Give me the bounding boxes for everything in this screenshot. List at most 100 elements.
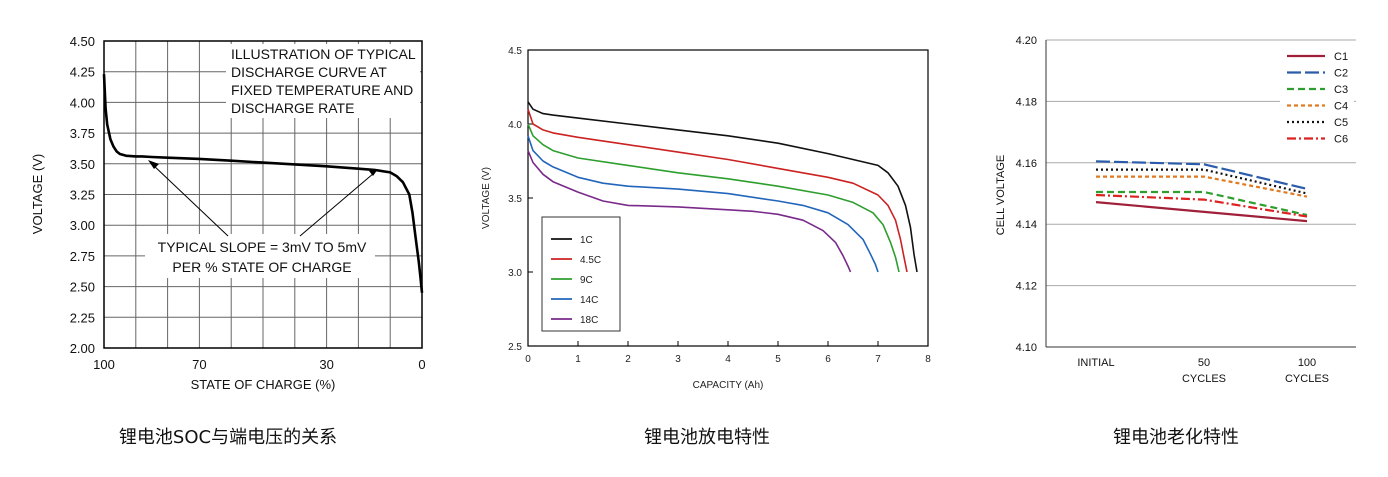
x-axis-label: STATE OF CHARGE (%) bbox=[191, 377, 336, 392]
legend-label: C6 bbox=[1334, 134, 1348, 146]
y-tick-labels: 4.50 4.25 4.00 3.75 3.50 3.25 3.00 2.75 2.50 2.25… bbox=[70, 34, 95, 356]
y-tick-label: 4.0 bbox=[508, 120, 522, 131]
legend-background bbox=[1280, 46, 1354, 152]
series-line bbox=[527, 101, 918, 273]
grid bbox=[1046, 39, 1356, 287]
x-tick-label: 70 bbox=[192, 357, 206, 372]
legend-box bbox=[541, 216, 621, 332]
series-line bbox=[1096, 175, 1308, 198]
y-tick-label: 4.18 bbox=[1016, 96, 1037, 108]
legend-label: 18C bbox=[580, 315, 598, 326]
chart-caption: 锂电池放电特性 bbox=[644, 427, 770, 448]
x-tick-label: 1 bbox=[575, 354, 581, 365]
series-line bbox=[527, 123, 900, 273]
arrow-left-head bbox=[148, 160, 159, 169]
annotation-title-line-4: DISCHARGE RATE bbox=[231, 100, 354, 116]
y-tick-label: 2.25 bbox=[70, 310, 95, 325]
series-line bbox=[527, 108, 908, 273]
legend-label: 1C bbox=[580, 235, 593, 246]
slope-note-background bbox=[145, 234, 375, 278]
y-tick-label: 3.25 bbox=[70, 188, 95, 203]
chart-caption: 锂电池老化特性 bbox=[1113, 427, 1239, 448]
y-tick-label: 4.12 bbox=[1016, 281, 1037, 293]
arrow-right-line bbox=[299, 172, 375, 237]
discharge-curve bbox=[102, 74, 424, 293]
y-axis-label: CELL VOLTAGE bbox=[995, 155, 1007, 236]
x-tick-label: 0 bbox=[418, 357, 425, 372]
legend-label: 4.5C bbox=[580, 255, 601, 266]
y-tick-label: 4.10 bbox=[1016, 342, 1037, 354]
slope-note-line-1: TYPICAL SLOPE = 3mV TO 5mV bbox=[158, 239, 367, 255]
x-tick-label: CYCLES bbox=[1285, 373, 1329, 385]
y-tick-label: 3.5 bbox=[508, 194, 522, 205]
y-tick-label: 4.50 bbox=[70, 34, 95, 49]
y-tick-label: 3.0 bbox=[508, 268, 522, 279]
y-tick-label: 4.14 bbox=[1016, 219, 1037, 231]
x-tick-label: 6 bbox=[825, 354, 831, 365]
legend: C1 C2 C3 C4 C5 C6 bbox=[1287, 51, 1348, 146]
plot-frame bbox=[103, 40, 423, 349]
legend-label: C1 bbox=[1334, 51, 1348, 63]
y-tick-label: 3.50 bbox=[70, 157, 95, 172]
legend-label: C5 bbox=[1334, 117, 1348, 129]
y-axis-label: VOLTAGE (V) bbox=[481, 167, 492, 229]
y-tick-label: 2.75 bbox=[70, 249, 95, 264]
series-group bbox=[527, 101, 918, 273]
x-tick-label: 100 bbox=[1298, 357, 1316, 369]
y-tick-label: 2.00 bbox=[70, 341, 95, 356]
x-tick-labels: 100 70 30 0 bbox=[93, 357, 425, 372]
legend-label: C4 bbox=[1334, 101, 1348, 113]
annotation-title-line-2: DISCHARGE CURVE AT bbox=[231, 64, 387, 80]
x-tick-label: 7 bbox=[875, 354, 881, 365]
y-tick-label: 3.75 bbox=[70, 126, 95, 141]
x-tick-label: 8 bbox=[925, 354, 931, 365]
legend-label: 9C bbox=[580, 275, 593, 286]
y-tick-label: 4.16 bbox=[1016, 158, 1037, 170]
y-tick-label: 2.50 bbox=[70, 280, 95, 295]
legend-label: 14C bbox=[580, 295, 598, 306]
x-tick-label: 2 bbox=[625, 354, 631, 365]
x-tick-label: 30 bbox=[319, 357, 333, 372]
series-line bbox=[1096, 168, 1308, 195]
annotation-title-line-3: FIXED TEMPERATURE AND bbox=[231, 82, 413, 98]
y-tick-label: 4.5 bbox=[508, 46, 522, 57]
series-group bbox=[102, 74, 424, 293]
y-tick-labels: 4.5 4.0 3.5 3.0 2.5 bbox=[508, 46, 533, 353]
x-tick-label: CYCLES bbox=[1182, 373, 1226, 385]
slope-note-line-2: PER % STATE OF CHARGE bbox=[172, 259, 351, 275]
x-tick-label: 50 bbox=[1198, 357, 1210, 369]
series-line bbox=[1095, 193, 1308, 218]
x-axis-label: CAPACITY (Ah) bbox=[693, 380, 764, 391]
x-tick-label: 4 bbox=[725, 354, 731, 365]
annotation-background bbox=[226, 44, 420, 118]
y-axis-label: VOLTAGE (V) bbox=[30, 154, 45, 234]
y-tick-labels: 4.20 4.18 4.16 4.14 4.12 4.10 bbox=[1016, 35, 1037, 354]
legend-label: C3 bbox=[1334, 84, 1348, 96]
soc-voltage-chart: 4.50 4.25 4.00 3.75 3.50 3.25 3.00 2.75 2.50 2.25… bbox=[30, 34, 426, 448]
discharge-rate-chart: 4.5 4.0 3.5 3.0 2.5 0 1 2 3 4 5 6 7 8 1C 4.5C 9C 14C 18C… bbox=[481, 46, 931, 448]
x-tick-labels: 0 1 2 3 4 5 6 7 8 bbox=[525, 341, 931, 365]
series-line bbox=[1095, 160, 1308, 190]
series-line bbox=[1096, 190, 1308, 217]
chart-caption: 锂电池SOC与端电压的关系 bbox=[119, 427, 337, 448]
series-group bbox=[1095, 160, 1308, 223]
y-tick-label: 2.5 bbox=[508, 342, 522, 353]
series-line bbox=[527, 135, 879, 273]
legend: 1C 4.5C 9C 14C 18C bbox=[551, 235, 601, 326]
x-tick-label: INITIAL bbox=[1077, 357, 1114, 369]
legend-label: C2 bbox=[1334, 68, 1348, 80]
x-tick-labels: INITIAL 50 CYCLES 100 CYCLES bbox=[1077, 357, 1329, 385]
series-line bbox=[527, 150, 852, 273]
arrow-left-line bbox=[151, 163, 229, 237]
annotation-title-line-1: ILLUSTRATION OF TYPICAL bbox=[231, 46, 416, 62]
y-tick-label: 4.20 bbox=[1016, 35, 1037, 47]
y-tick-label: 4.00 bbox=[70, 95, 95, 110]
x-tick-label: 100 bbox=[93, 357, 115, 372]
y-tick-label: 4.25 bbox=[70, 65, 95, 80]
x-tick-label: 5 bbox=[775, 354, 781, 365]
x-tick-label: 3 bbox=[675, 354, 681, 365]
aging-chart: 4.20 4.18 4.16 4.14 4.12 4.10 INITIAL 50 CYCLES… bbox=[995, 35, 1356, 448]
x-tick-label: 0 bbox=[525, 354, 531, 365]
series-line bbox=[1095, 201, 1308, 223]
